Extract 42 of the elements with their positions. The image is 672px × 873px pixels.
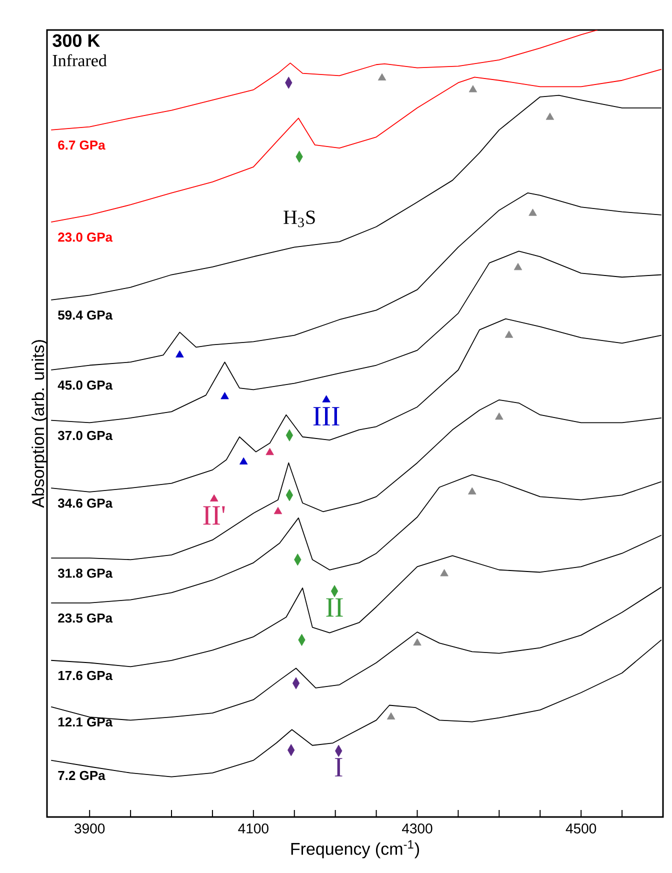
point [378,73,386,80]
series-label: 7.2 GPa [58,770,106,780]
point [468,85,478,92]
point [528,208,537,216]
x-tick-label: 4500 [566,824,596,834]
series-label: 6.7 GPa [58,140,106,150]
point [266,448,274,456]
series-label: 45.0 GPa [58,380,113,390]
point [176,350,184,358]
point [514,262,522,270]
series-label: 23.0 GPa [58,232,113,242]
series-label: 23.5 GPa [58,613,113,623]
series-label: 59.4 GPa [58,310,113,320]
series-label: III [313,407,340,426]
point [546,112,554,120]
point [274,506,282,514]
x-axis-title: Frequency (cm$^{-1}$) [291,840,419,858]
series-label: 34.6 GPa [58,498,113,508]
chart-title: 300 K [52,34,100,47]
point [386,712,396,720]
point [210,494,218,502]
point [468,487,476,494]
series-label: 12.1 GPa [58,717,113,727]
point [240,457,248,465]
point [504,330,514,338]
series-label: II [326,598,343,617]
series-label: 37.0 GPa [58,430,113,440]
point [322,395,330,402]
x-tick-label: 4100 [238,824,268,834]
series-label: 17.6 GPa [58,670,113,680]
annotation: H$_{3}$S [284,210,315,228]
x-tick-label: 4300 [402,824,432,834]
series-label: I [334,758,342,776]
x-tick-label: 3900 [74,824,105,834]
point [413,638,422,646]
series-label: II' [203,506,225,525]
text: Infrared [52,54,107,66]
point [220,392,229,400]
point [440,569,448,576]
y-axis-title: Absorption (arb. units) [32,340,48,508]
point [495,412,504,420]
series-label: 31.8 GPa [58,568,113,578]
